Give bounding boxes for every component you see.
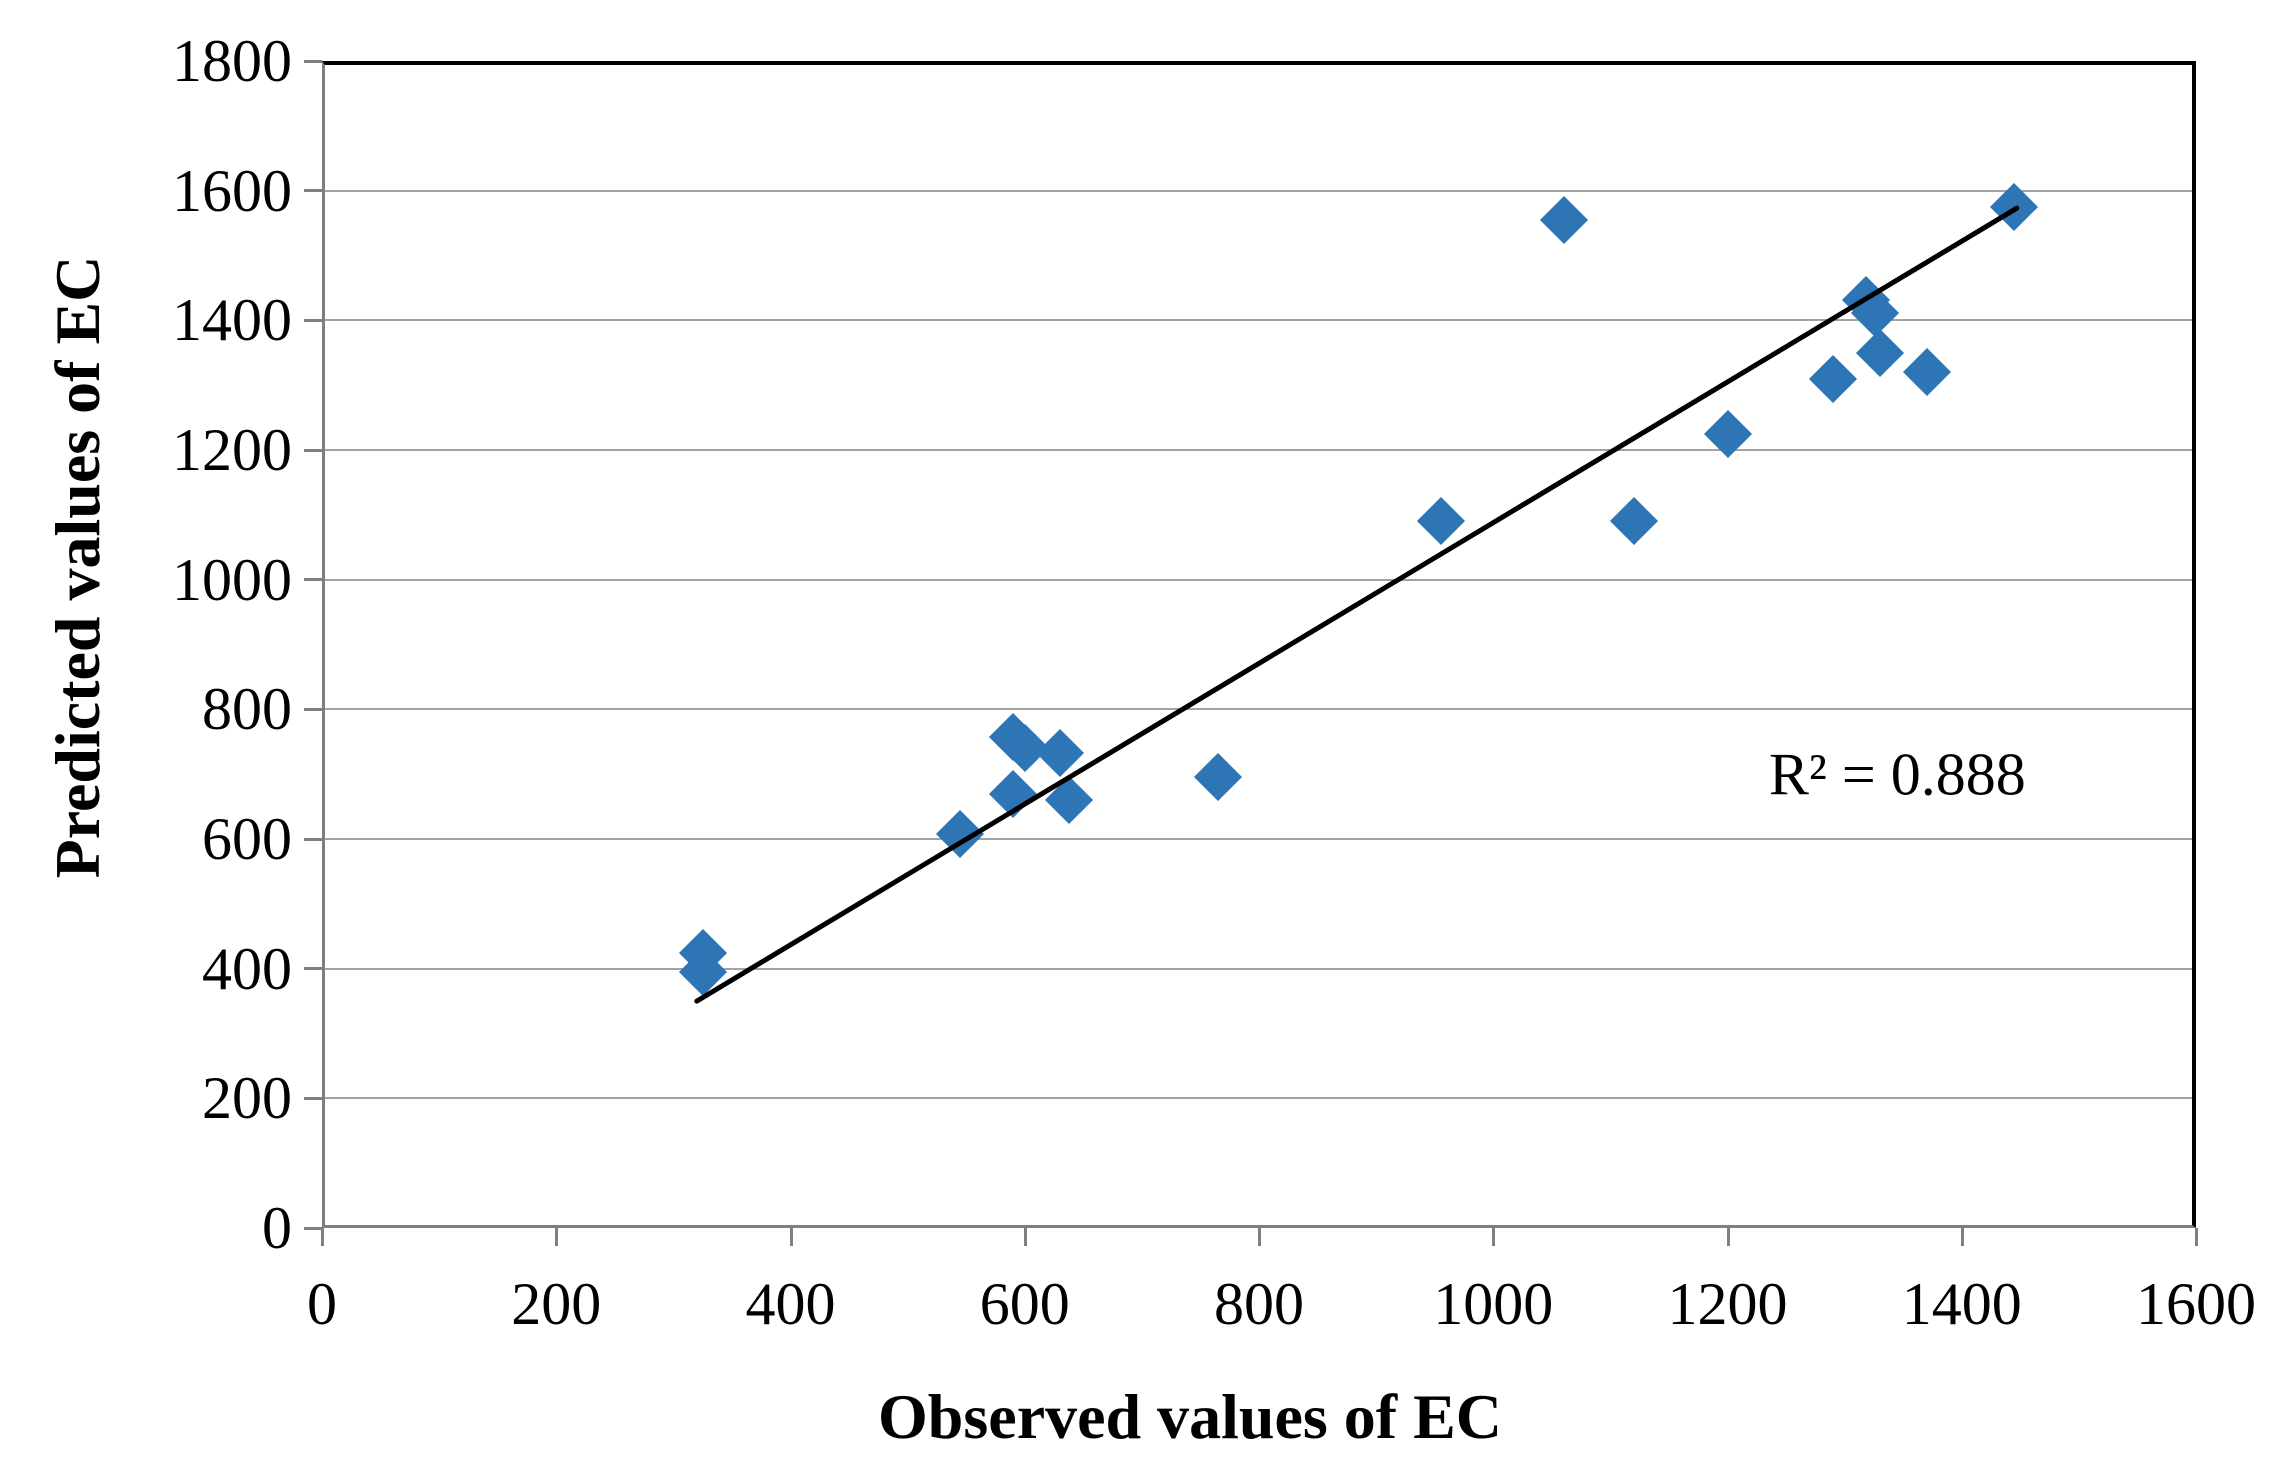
data-point-15 (1851, 288, 1900, 337)
x-tick-label-1200: 1200 (1667, 1271, 1788, 1337)
data-point-10 (1539, 195, 1588, 244)
x-tick-800 (1258, 1228, 1261, 1246)
gridline-y-400 (322, 967, 2196, 970)
gridline-y-800 (322, 708, 2196, 711)
y-tick-label-0: 0 (262, 1195, 292, 1261)
y-tick-1600 (304, 189, 322, 193)
data-point-12 (1703, 409, 1752, 458)
x-tick-label-800: 800 (1214, 1271, 1304, 1337)
data-point-2 (936, 809, 985, 858)
gridline-y-1000 (322, 578, 2196, 581)
data-point-6 (1035, 728, 1084, 777)
x-tick-600 (1023, 1228, 1027, 1246)
data-point-7 (1045, 776, 1094, 825)
data-point-5 (1000, 724, 1049, 773)
y-axis-title: Predicted values of EC (42, 255, 113, 879)
x-tick-label-1000: 1000 (1433, 1271, 1554, 1337)
data-point-11 (1609, 497, 1658, 546)
x-tick-label-600: 600 (979, 1271, 1070, 1337)
data-point-16 (1855, 328, 1904, 377)
y-tick-600 (304, 837, 322, 841)
data-point-8 (1193, 753, 1243, 802)
data-point-0 (678, 947, 727, 996)
y-tick-1400 (304, 318, 322, 322)
data-point-9 (1416, 497, 1465, 546)
y-tick-200 (304, 1096, 322, 1100)
x-tick-1200 (1726, 1228, 1730, 1246)
gridline-y-600 (322, 838, 2196, 840)
x-tick-1400 (1960, 1228, 1964, 1246)
gridline-y-1400 (322, 319, 2196, 322)
x-tick-0 (321, 1228, 324, 1246)
trendline-segment (694, 205, 2020, 1004)
x-tick-label-0: 0 (307, 1271, 337, 1337)
gridline-y-1200 (322, 449, 2196, 451)
x-axis-title: Observed values of EC (878, 1381, 1502, 1452)
gridline-y-200 (322, 1097, 2196, 1100)
data-point-1 (678, 929, 727, 978)
data-point-17 (1902, 348, 1951, 397)
x-tick-label-1400: 1400 (1901, 1271, 2022, 1337)
x-tick-200 (555, 1228, 559, 1246)
x-tick-label-1600: 1600 (2136, 1271, 2256, 1337)
data-point-14 (1841, 275, 1890, 324)
y-tick-1000 (304, 578, 322, 582)
data-point-18 (1990, 182, 2039, 231)
x-tick-label-200: 200 (511, 1271, 602, 1337)
x-tick-1000 (1492, 1228, 1496, 1246)
y-tick-1200 (304, 448, 322, 452)
gridline-y-1600 (322, 189, 2196, 192)
y-tick-800 (304, 707, 322, 711)
x-tick-label-400: 400 (745, 1271, 836, 1337)
y-tick-1800 (304, 59, 322, 63)
r-squared-annotation: R² = 0.888 (1768, 741, 2026, 808)
x-tick-1600 (2195, 1228, 2198, 1246)
data-point-4 (988, 713, 1038, 762)
y-tick-0 (304, 1226, 322, 1230)
data-point-3 (988, 769, 1038, 818)
y-tick-400 (304, 967, 322, 971)
x-tick-400 (789, 1228, 793, 1246)
plot-area-border (322, 61, 2196, 1228)
data-point-13 (1808, 354, 1857, 403)
